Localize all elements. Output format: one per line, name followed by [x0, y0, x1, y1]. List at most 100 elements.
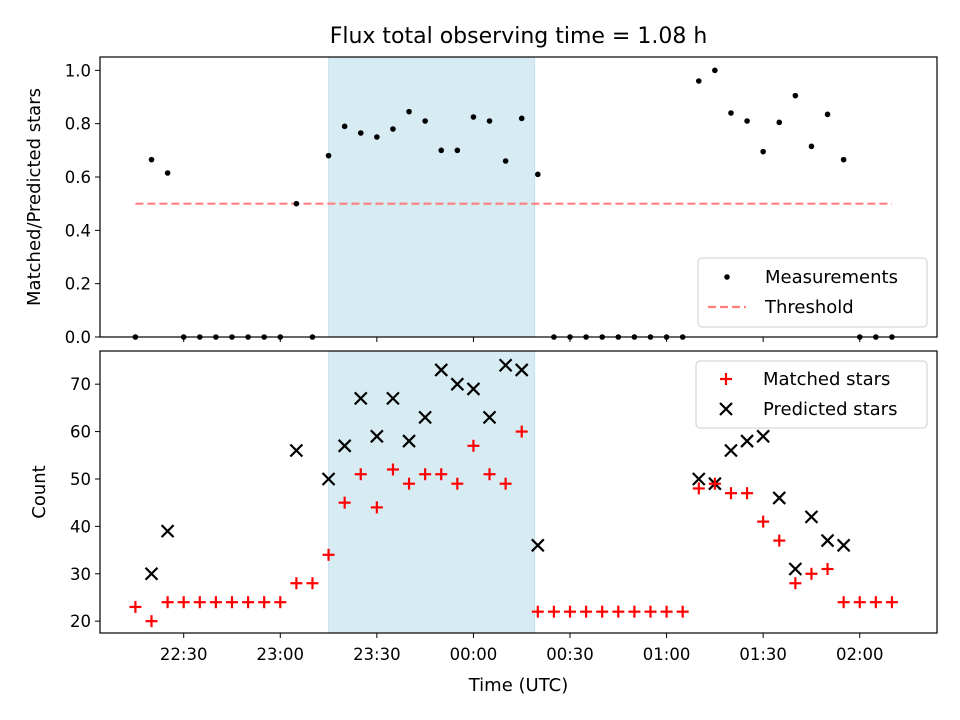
- measurement-point: [728, 110, 734, 116]
- x-tick-label: 23:30: [353, 645, 401, 664]
- matched-point: [161, 596, 174, 609]
- matched-point: [338, 496, 351, 509]
- predicted-point: [160, 524, 175, 538]
- matched-point: [869, 596, 882, 609]
- measurement-point: [374, 134, 380, 140]
- predicted-point: [820, 533, 835, 548]
- legend-predicted-marker: [719, 402, 733, 416]
- predicted-point: [740, 434, 754, 448]
- matched-point: [515, 425, 528, 438]
- predicted-point: [353, 391, 368, 406]
- matched-point: [129, 600, 142, 613]
- matched-point: [821, 563, 834, 576]
- measurement-point: [808, 143, 815, 150]
- chart-title: Flux total observing time = 1.08 h: [330, 24, 708, 49]
- top-legend: Measurements Threshold: [697, 257, 928, 328]
- measurement-point: [518, 115, 525, 122]
- matched-point: [370, 501, 383, 514]
- x-tick-label: 00:00: [450, 645, 498, 664]
- matched-point: [499, 477, 512, 490]
- x-tick-label: 01:30: [739, 645, 787, 664]
- predicted-point: [514, 363, 529, 377]
- matched-point: [547, 605, 560, 618]
- matched-point: [660, 605, 673, 618]
- top-legend-box: [697, 257, 928, 328]
- matched-point: [145, 615, 158, 628]
- predicted-point: [289, 443, 304, 458]
- predicted-point: [691, 472, 706, 486]
- predicted-point: [756, 429, 770, 444]
- y-tick-label: 0.0: [65, 328, 91, 347]
- measurement-point: [325, 152, 332, 159]
- matched-points: [129, 425, 898, 628]
- predicted-point: [337, 439, 352, 453]
- predicted-point: [482, 410, 497, 425]
- x-tick-label: 00:30: [546, 645, 594, 664]
- matched-point: [435, 468, 448, 481]
- measurement-point: [486, 118, 493, 124]
- matched-point: [177, 596, 190, 609]
- matched-point: [757, 515, 770, 528]
- predicted-point: [531, 538, 545, 553]
- matched-point: [322, 548, 335, 561]
- measurement-point: [470, 114, 477, 120]
- top-axes-frame: [99, 56, 938, 338]
- predicted-point: [836, 538, 851, 553]
- bottom-y-ticks: 20 30 40 50 60 70: [70, 375, 100, 631]
- measurement-point: [760, 148, 766, 155]
- measurement-point: [406, 108, 412, 115]
- matched-point: [193, 596, 206, 609]
- predicted-point: [724, 443, 738, 458]
- y-tick-label: 60: [70, 423, 91, 442]
- predicted-point: [434, 363, 449, 377]
- measurement-point: [341, 123, 348, 130]
- matched-point: [596, 605, 609, 618]
- bottom-legend-box: [695, 360, 928, 429]
- y-tick-label: 40: [70, 517, 91, 536]
- bottom-legend: Matched stars Predicted stars: [695, 360, 928, 429]
- bottom-panel: 20 30 40 50 60 70 22:30 23:00 23:30 00:00 00:30 01…: [29, 350, 938, 696]
- measurement-point: [502, 158, 509, 164]
- matched-point: [692, 482, 705, 495]
- matched-point: [885, 596, 898, 609]
- measurement-point: [776, 119, 783, 126]
- legend-matched-label: Matched stars: [763, 369, 890, 390]
- measurement-point: [390, 126, 396, 132]
- matched-point: [741, 487, 754, 500]
- predicted-point: [144, 566, 159, 581]
- measurement-point: [293, 200, 300, 207]
- predicted-point: [804, 510, 819, 524]
- matched-point: [306, 577, 319, 590]
- predicted-point: [466, 382, 481, 396]
- x-tick-label: 01:00: [643, 645, 691, 664]
- top-panel: 0.0 0.2 0.4 0.6 0.8 1.0 Matched/Predicted sta…: [24, 56, 938, 347]
- measurement-point: [164, 170, 171, 176]
- legend-measurements-label: Measurements: [765, 267, 898, 288]
- matched-point: [209, 596, 222, 609]
- bottom-x-ticks: 22:30 23:00 23:30 00:00 00:30 01:00 01:30 02:00: [160, 633, 884, 664]
- predicted-points: [144, 358, 851, 581]
- top-y-ticks: 0.0 0.2 0.4 0.6 0.8 1.0: [65, 61, 100, 347]
- predicted-point: [498, 358, 513, 372]
- matched-point: [483, 468, 496, 481]
- y-tick-label: 50: [70, 470, 91, 489]
- matched-point: [676, 605, 689, 618]
- matched-point: [805, 567, 818, 580]
- measurement-point: [712, 67, 718, 74]
- top-shade: [328, 56, 536, 338]
- y-tick-label: 0.4: [65, 221, 91, 240]
- x-axis-label: Time (UTC): [468, 675, 569, 696]
- legend-threshold-label: Threshold: [764, 297, 854, 318]
- top-x-ticks: [183, 337, 861, 342]
- predicted-point: [772, 491, 787, 505]
- predicted-point: [321, 472, 336, 486]
- measurement-point: [438, 147, 445, 154]
- measurement-point: [695, 78, 702, 84]
- matched-point: [612, 605, 625, 618]
- y-tick-label: 0.6: [65, 168, 91, 187]
- bottom-y-label: Count: [29, 465, 50, 518]
- predicted-point: [402, 434, 416, 448]
- y-tick-label: 70: [70, 375, 91, 394]
- predicted-point: [788, 562, 803, 576]
